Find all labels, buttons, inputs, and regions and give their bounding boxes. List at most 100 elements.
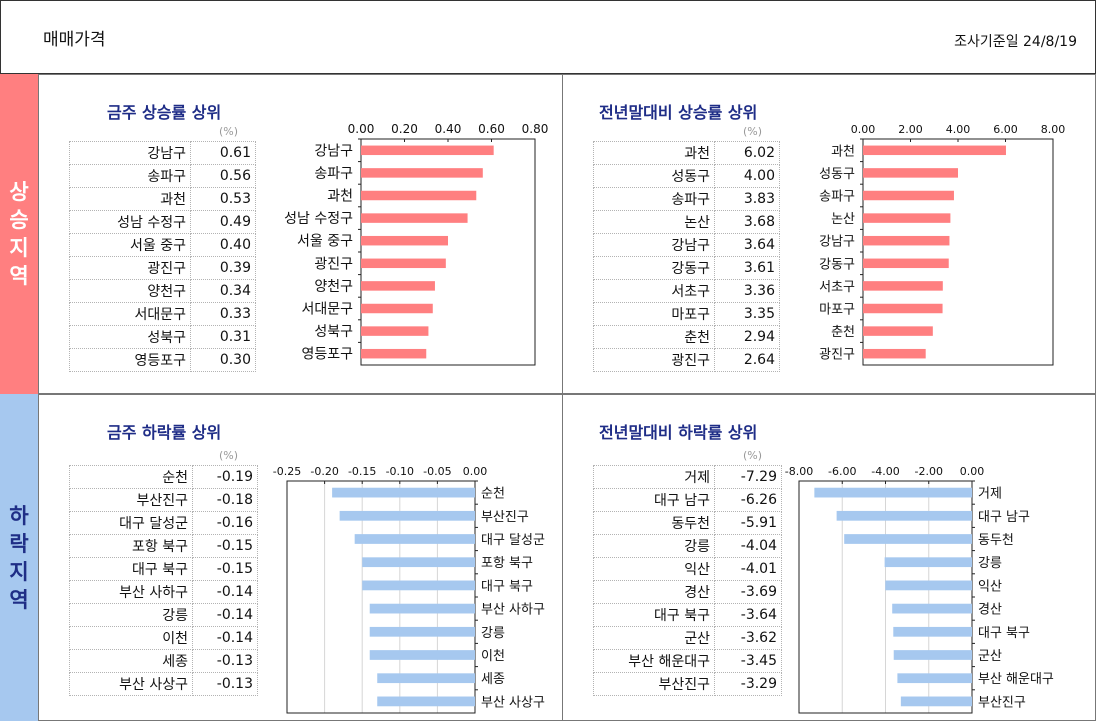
category-label: 대구 달성군 [481, 533, 545, 548]
category-label: 경산 [978, 603, 1002, 618]
change-rate: -0.19 [192, 465, 258, 489]
tick-label: -4.00 [871, 465, 899, 478]
category-label: 마포구 [819, 303, 855, 318]
data-bar [863, 326, 933, 336]
region-name: 춘천 [593, 325, 715, 349]
category-label: 군산 [978, 649, 1002, 664]
data-bar [836, 510, 972, 521]
change-rate: 0.53 [190, 187, 256, 211]
region-name: 거제 [593, 465, 715, 489]
category-label: 서초구 [819, 280, 855, 295]
table-row: 부산 사하구 -0.14 [69, 580, 258, 604]
data-bar [897, 673, 972, 684]
change-rate: -0.14 [192, 580, 258, 604]
change-rate: -3.29 [714, 672, 782, 696]
category-label: 성남 수정구 [284, 211, 353, 227]
region-name: 경산 [593, 580, 715, 604]
weekly-rise-panel: 금주 상승률 상위 (%) 강남구 0.61 송파구 0.56 과천 0.53 성남 수정구 0.… [38, 74, 564, 394]
change-rate: 6.02 [714, 141, 780, 165]
category-label: 동두천 [978, 533, 1014, 548]
report-header: 매매가격 조사기준일 24/8/19 [0, 0, 1096, 74]
table-row: 부산진구 -3.29 [593, 672, 782, 696]
category-label: 세종 [481, 672, 505, 687]
change-rate: 0.49 [190, 210, 256, 234]
category-label: 부산 해운대구 [978, 672, 1054, 687]
data-bar [339, 510, 475, 521]
tick-label: -6.00 [828, 465, 856, 478]
table-row: 양천구 0.34 [69, 279, 256, 303]
table-row: 강릉 -0.14 [69, 603, 258, 627]
data-bar [814, 487, 972, 498]
table-row: 성동구 4.00 [593, 164, 780, 188]
data-bar [369, 650, 475, 660]
category-label: 성북구 [314, 324, 353, 340]
category-label: 부산진구 [481, 510, 529, 525]
category-label: 송파구 [819, 190, 855, 205]
data-bar [863, 235, 950, 246]
tick-label: -2.00 [915, 465, 943, 478]
data-bar [361, 281, 435, 291]
category-label: 부산 사상구 [481, 695, 545, 710]
ytd-fall-panel: 전년말대비 하락률 상위 (%) 거제 -7.29 대구 남구 -6.26 동두천 -5.91… [562, 394, 1096, 721]
category-label: 춘천 [831, 325, 855, 340]
data-bar [844, 534, 972, 544]
category-label: 과천 [327, 189, 353, 205]
data-bar [377, 673, 475, 684]
tick-label: 0.00 [463, 465, 488, 478]
category-label: 양천구 [314, 279, 353, 295]
tick-label: 2.00 [898, 123, 923, 136]
table-row: 성북구 0.31 [69, 325, 256, 349]
category-label: 영등포구 [301, 347, 353, 363]
data-bar [893, 650, 972, 660]
chart-title: 전년말대비 하락률 상위 [599, 423, 758, 442]
region-name: 양천구 [69, 279, 191, 303]
category-label: 서대문구 [301, 302, 353, 318]
category-label: 대구 남구 [978, 510, 1030, 525]
region-name: 강릉 [593, 534, 715, 558]
table-row: 논산 3.68 [593, 210, 780, 234]
category-label: 강남구 [819, 235, 855, 250]
change-rate: -0.13 [192, 649, 258, 673]
region-name: 부산진구 [593, 672, 715, 696]
table-row: 마포구 3.35 [593, 302, 780, 326]
data-bar [361, 348, 427, 359]
table-row: 순천 -0.19 [69, 465, 258, 489]
table-row: 서대문구 0.33 [69, 302, 256, 326]
data-bar [361, 235, 448, 246]
category-label: 거제 [978, 487, 1002, 502]
tick-label: 4.00 [946, 123, 971, 136]
data-bar [863, 145, 1006, 156]
table-row: 대구 북구 -3.64 [593, 603, 782, 627]
ranking-table: 거제 -7.29 대구 남구 -6.26 동두천 -5.91 강릉 -4.04 익산 -4.01 경… [593, 465, 782, 696]
change-rate: -5.91 [714, 511, 782, 535]
tick-label: 8.00 [1041, 123, 1066, 136]
table-row: 송파구 3.83 [593, 187, 780, 211]
change-rate: 3.61 [714, 256, 780, 280]
category-label: 과천 [831, 144, 855, 159]
ranking-table: 순천 -0.19 부산진구 -0.18 대구 달성군 -0.16 포항 북구 -0.15 대구 … [69, 465, 258, 696]
data-bar [332, 487, 475, 498]
category-label: 강동구 [819, 257, 855, 272]
table-row: 부산 해운대구 -3.45 [593, 649, 782, 673]
change-rate: 3.64 [714, 233, 780, 257]
side-char: 역 [9, 587, 29, 612]
data-bar [377, 696, 475, 707]
category-label: 익산 [978, 579, 1002, 594]
tick-label: 0.60 [478, 122, 505, 136]
category-label: 부산 사하구 [481, 603, 545, 618]
data-bar [362, 557, 475, 568]
tick-label: -0.25 [273, 465, 301, 478]
region-name: 성동구 [593, 164, 715, 188]
change-rate: 3.35 [714, 302, 780, 326]
category-label: 서울 중구 [297, 234, 353, 250]
data-bar [361, 190, 477, 201]
region-name: 마포구 [593, 302, 715, 326]
change-rate: -3.45 [714, 649, 782, 673]
data-bar [892, 603, 972, 614]
region-name: 대구 북구 [69, 557, 193, 581]
category-label: 성동구 [819, 167, 855, 182]
table-row: 과천 0.53 [69, 187, 256, 211]
data-bar [863, 348, 926, 359]
region-name: 부산 해운대구 [593, 649, 715, 673]
data-bar [863, 281, 943, 291]
